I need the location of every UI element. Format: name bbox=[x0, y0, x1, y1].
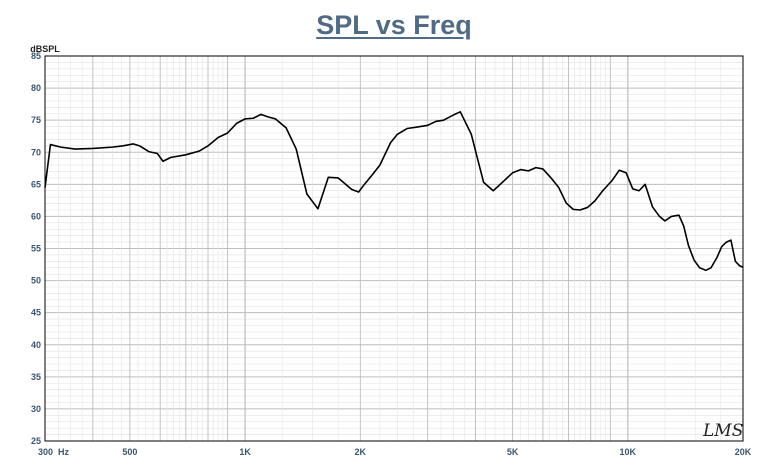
y-tick-label: 75 bbox=[31, 115, 41, 125]
y-tick-label: 35 bbox=[31, 372, 41, 382]
x-tick-label: 500 bbox=[122, 447, 137, 457]
x-tick-labels: 300 Hz 500 1K 2K 5K 10K 20K bbox=[38, 447, 752, 457]
y-tick-label: 50 bbox=[31, 276, 41, 286]
x-tick-label: 20K bbox=[735, 447, 752, 457]
grid-lines bbox=[44, 55, 744, 442]
x-tick-label: 2K bbox=[355, 447, 367, 457]
y-tick-labels: 25 30 35 40 45 50 55 60 65 70 75 80 85 bbox=[31, 51, 41, 446]
y-tick-label: 85 bbox=[31, 51, 41, 61]
series-layer bbox=[44, 111, 744, 272]
y-tick-label: 65 bbox=[31, 179, 41, 189]
chart-title: SPL vs Freq bbox=[316, 10, 472, 40]
y-tick-label: 55 bbox=[31, 244, 41, 254]
plot-frame bbox=[44, 55, 744, 442]
y-tick-label: 60 bbox=[31, 211, 41, 221]
y-tick-label: 40 bbox=[31, 340, 41, 350]
y-tick-label: 30 bbox=[31, 404, 41, 414]
x-tick-label: 300 Hz bbox=[38, 447, 70, 457]
y-tick-label: 70 bbox=[31, 147, 41, 157]
y-tick-label: 45 bbox=[31, 308, 41, 318]
x-tick-label: 5K bbox=[507, 447, 519, 457]
spl-series-line bbox=[44, 111, 744, 272]
y-tick-label: 25 bbox=[31, 436, 41, 446]
x-tick-label: 10K bbox=[620, 447, 637, 457]
x-tick-label: 1K bbox=[239, 447, 251, 457]
y-axis-unit-label: dBSPL bbox=[30, 44, 60, 54]
y-tick-label: 80 bbox=[31, 83, 41, 93]
lms-watermark: LMS bbox=[702, 421, 743, 441]
